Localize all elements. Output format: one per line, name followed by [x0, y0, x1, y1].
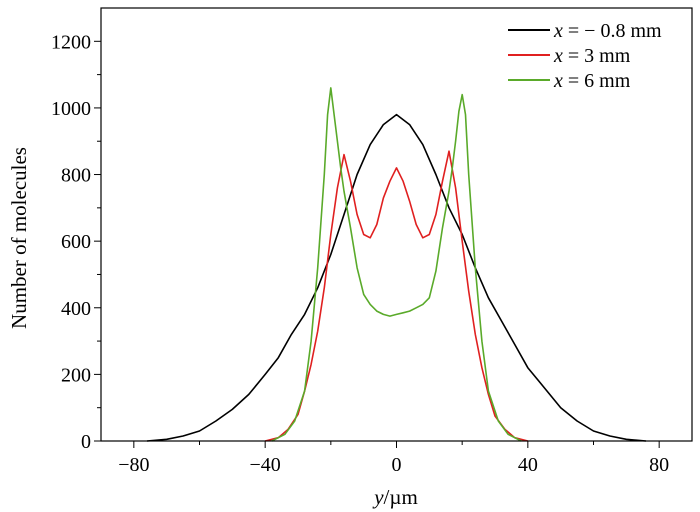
- x-tick-label: −40: [250, 454, 281, 476]
- x-tick-label: 0: [392, 454, 402, 476]
- legend-label-3: x = 6 mm: [553, 70, 631, 92]
- series-line-2: [265, 150, 528, 442]
- x-tick-label: 80: [649, 454, 669, 476]
- y-tick-label: 1000: [51, 98, 91, 120]
- y-tick-label: 600: [61, 231, 91, 253]
- x-tick-label: 40: [518, 454, 538, 476]
- axis-ticks: [94, 40, 660, 448]
- y-tick-label: 1200: [51, 31, 91, 53]
- y-tick-labels: 0 200 400 600 800 1000 1200: [51, 31, 91, 453]
- series-lines: [146, 87, 647, 442]
- x-axis-title: y/µm: [372, 485, 418, 509]
- y-axis-title: Number of molecules: [7, 147, 31, 329]
- y-tick-label: 400: [61, 298, 91, 320]
- plot-frame: [100, 7, 693, 442]
- x-tick-labels: −80 −40 0 40 80: [118, 454, 669, 476]
- legend-label-2: x = 3 mm: [553, 45, 631, 67]
- y-tick-label: 0: [81, 431, 91, 453]
- legend: x = − 0.8 mm x = 3 mm x = 6 mm: [508, 20, 662, 92]
- legend-label-1: x = − 0.8 mm: [553, 20, 662, 42]
- series-line-1: [146, 113, 647, 442]
- y-tick-label: 800: [61, 165, 91, 187]
- y-tick-label: 200: [61, 364, 91, 386]
- x-tick-label: −80: [118, 454, 149, 476]
- series-line-3: [271, 87, 522, 442]
